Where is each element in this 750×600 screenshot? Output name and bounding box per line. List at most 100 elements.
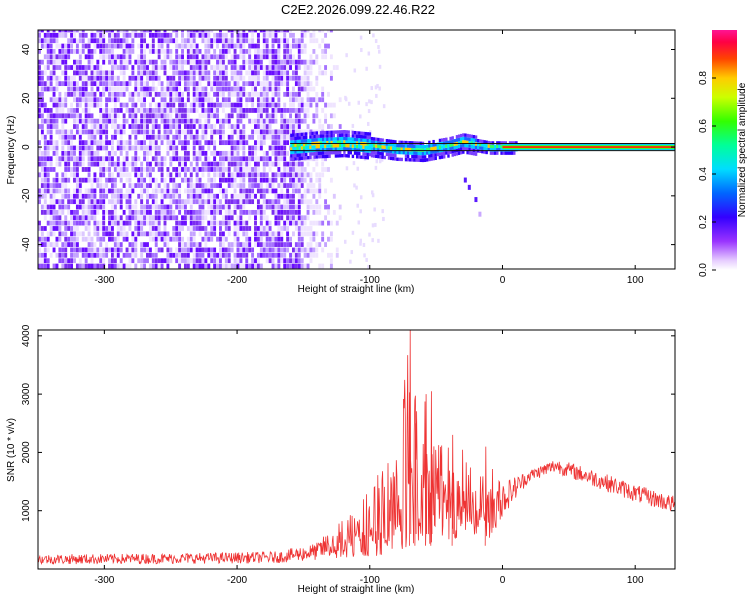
noise-cell bbox=[242, 145, 246, 151]
noise-cell bbox=[198, 118, 202, 124]
noise-cell bbox=[236, 172, 240, 178]
noise-cell bbox=[207, 102, 211, 108]
noise-cell bbox=[262, 129, 266, 135]
noise-cell bbox=[78, 150, 82, 156]
noise-cell bbox=[73, 156, 76, 162]
noise-cell bbox=[259, 108, 263, 113]
noise-cell bbox=[198, 75, 202, 81]
carrier-cell bbox=[292, 147, 295, 151]
noise-cell bbox=[271, 199, 275, 205]
snr-y-tick-label: 3000 bbox=[21, 383, 32, 406]
noise-cell bbox=[157, 32, 161, 38]
noise-cell bbox=[99, 91, 103, 97]
noise-cell bbox=[262, 247, 266, 253]
noise-cell bbox=[40, 118, 44, 124]
noise-cell bbox=[157, 215, 161, 221]
noise-cell bbox=[312, 209, 316, 215]
noise-cell bbox=[224, 252, 228, 258]
noise-cell bbox=[233, 145, 237, 151]
noise-cell bbox=[207, 209, 211, 215]
noise-cell bbox=[259, 242, 263, 247]
noise-cell bbox=[306, 247, 310, 253]
noise-cell bbox=[116, 38, 120, 44]
carrier-cell bbox=[432, 157, 435, 161]
noise-cell bbox=[321, 167, 325, 172]
noise-cell bbox=[105, 231, 109, 237]
noise-cell bbox=[186, 54, 190, 60]
noise-cell bbox=[108, 258, 111, 264]
noise-cell bbox=[303, 193, 307, 199]
noise-cell bbox=[90, 145, 94, 151]
carrier-cell bbox=[389, 146, 393, 150]
carrier-cell bbox=[411, 144, 414, 148]
carrier-cell bbox=[426, 158, 429, 162]
noise-cell bbox=[265, 102, 269, 108]
noise-cell bbox=[204, 209, 208, 215]
noise-cell bbox=[46, 113, 50, 119]
carrier-cell bbox=[338, 154, 342, 158]
carrier-cell bbox=[315, 134, 319, 139]
noise-cell bbox=[204, 242, 208, 247]
noise-cell bbox=[116, 86, 120, 92]
noise-cell bbox=[154, 59, 158, 65]
carrier-cell bbox=[451, 143, 454, 147]
noise-cell bbox=[119, 226, 123, 231]
noise-cell bbox=[221, 252, 225, 258]
noise-cell bbox=[292, 177, 295, 183]
noise-cell bbox=[122, 172, 126, 178]
noise-cell bbox=[166, 43, 170, 49]
noise-cell bbox=[146, 70, 149, 76]
noise-cell bbox=[268, 118, 272, 124]
noise-cell bbox=[81, 209, 85, 215]
noise-cell bbox=[204, 97, 208, 103]
colorbar-tick-label: 0.4 bbox=[698, 167, 709, 181]
noise-cell bbox=[58, 183, 62, 188]
noise-cell bbox=[113, 38, 117, 44]
noise-cell bbox=[146, 91, 149, 97]
noise-cell bbox=[46, 167, 50, 172]
noise-cell bbox=[143, 247, 147, 253]
carrier-cell bbox=[396, 147, 399, 151]
noise-cell bbox=[204, 113, 208, 119]
noise-cell bbox=[186, 81, 190, 87]
noise-cell bbox=[186, 140, 190, 146]
noise-cell bbox=[306, 124, 310, 129]
noise-cell bbox=[160, 193, 164, 199]
noise-cell bbox=[172, 65, 176, 70]
noise-cell bbox=[248, 167, 252, 172]
noise-cell bbox=[378, 86, 381, 91]
noise-cell bbox=[43, 70, 47, 76]
noise-cell bbox=[73, 209, 76, 215]
noise-cell bbox=[110, 258, 114, 264]
noise-cell bbox=[204, 124, 208, 129]
noise-cell bbox=[248, 75, 252, 81]
noise-cell bbox=[43, 65, 47, 70]
noise-cell bbox=[166, 140, 170, 146]
noise-cell bbox=[52, 59, 56, 65]
noise-cell bbox=[318, 129, 322, 135]
noise-cell bbox=[67, 236, 71, 242]
noise-cell bbox=[207, 91, 211, 97]
noise-cell bbox=[239, 102, 243, 108]
noise-cell bbox=[259, 183, 263, 188]
noise-cell bbox=[198, 30, 202, 33]
noise-cell bbox=[116, 91, 120, 97]
noise-cell bbox=[49, 188, 53, 194]
noise-cell bbox=[122, 113, 126, 119]
noise-cell bbox=[236, 54, 240, 60]
noise-cell bbox=[113, 220, 117, 226]
noise-cell bbox=[105, 86, 109, 92]
noise-cell bbox=[248, 91, 252, 97]
noise-cell bbox=[207, 263, 211, 269]
noise-cell bbox=[96, 38, 100, 44]
carrier-cell bbox=[351, 154, 355, 159]
noise-cell bbox=[283, 161, 287, 167]
noise-cell bbox=[292, 59, 295, 65]
noise-cell bbox=[312, 247, 316, 253]
carrier-cell bbox=[387, 156, 391, 160]
noise-cell bbox=[122, 118, 126, 124]
noise-cell bbox=[213, 145, 217, 151]
noise-cell bbox=[207, 81, 211, 87]
noise-cell bbox=[81, 204, 85, 210]
noise-cell bbox=[49, 167, 53, 172]
